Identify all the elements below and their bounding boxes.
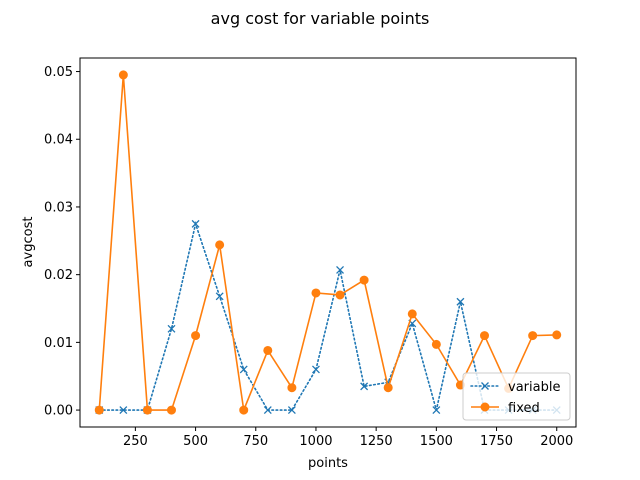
chart-title: avg cost for variable points (211, 9, 430, 28)
point-fixed-800 (263, 345, 273, 355)
series-fixed (94, 70, 562, 415)
plot-frame (79, 57, 577, 428)
point-fixed-300 (142, 405, 152, 415)
legend-box (462, 372, 571, 421)
point-variable-200 (119, 406, 128, 415)
point-fixed-1300 (383, 383, 393, 393)
point-variable-1600 (456, 297, 465, 306)
y-axis-label: avgcost (21, 217, 36, 268)
legend-label-fixed: fixed (508, 401, 540, 416)
y-axis: 0.00 0.01 0.02 0.03 0.04 0.05 (44, 65, 80, 419)
point-fixed-200 (118, 70, 128, 80)
y-tick-label-3: 0.03 (44, 200, 73, 215)
point-variable-600 (215, 292, 224, 301)
point-fixed-1000 (311, 288, 321, 298)
point-variable-900 (287, 406, 296, 415)
point-fixed-1400 (407, 309, 417, 319)
point-fixed-900 (287, 383, 297, 393)
point-fixed-500 (191, 331, 201, 341)
y-tick-label-5: 0.05 (44, 65, 73, 80)
x-tick-label-750: 750 (243, 434, 268, 449)
point-fixed-1100 (335, 290, 345, 300)
point-fixed-600 (215, 240, 225, 250)
x-tick-label-1750: 1750 (480, 434, 513, 449)
legend-marker-fixed (480, 402, 490, 412)
x-tick-label-500: 500 (183, 434, 208, 449)
y-tick-label-1: 0.01 (44, 336, 73, 351)
x-tick-label-1250: 1250 (360, 434, 393, 449)
legend-marker-variable (481, 382, 489, 390)
point-fixed-1200 (359, 275, 369, 285)
x-tick-label-1500: 1500 (420, 434, 453, 449)
point-variable-700 (239, 365, 248, 374)
x-tick-label-250: 250 (123, 434, 148, 449)
point-fixed-1700 (480, 331, 490, 341)
legend: variable fixed (462, 372, 571, 421)
point-variable-1100 (336, 265, 344, 274)
point-variable-1500 (432, 406, 441, 415)
point-fixed-400 (166, 405, 176, 415)
y-tick-label-2: 0.02 (44, 268, 73, 283)
point-fixed-1500 (431, 339, 441, 349)
legend-marker-shape-variable (481, 382, 489, 390)
point-fixed-1900 (528, 331, 538, 341)
point-variable-500 (191, 219, 200, 228)
x-axis: 250 500 750 1000 1250 1500 1750 2000 (123, 427, 573, 449)
legend-label-variable: variable (508, 380, 560, 395)
point-variable-400 (167, 324, 176, 333)
x-axis-label: points (308, 456, 348, 471)
point-variable-800 (263, 406, 272, 415)
point-variable-1200 (360, 382, 369, 391)
point-fixed-2000 (552, 330, 562, 340)
legend-marker-shape-fixed (480, 402, 490, 412)
x-tick-label-2000: 2000 (540, 434, 573, 449)
x-tick-label-1000: 1000 (299, 434, 332, 449)
point-fixed-100 (94, 405, 104, 415)
plot-area (94, 70, 562, 415)
point-fixed-700 (239, 405, 249, 415)
y-tick-label-0: 0.00 (44, 404, 73, 419)
point-variable-1000 (312, 365, 320, 374)
y-tick-label-4: 0.04 (44, 133, 73, 148)
series-line-fixed (98, 74, 557, 414)
